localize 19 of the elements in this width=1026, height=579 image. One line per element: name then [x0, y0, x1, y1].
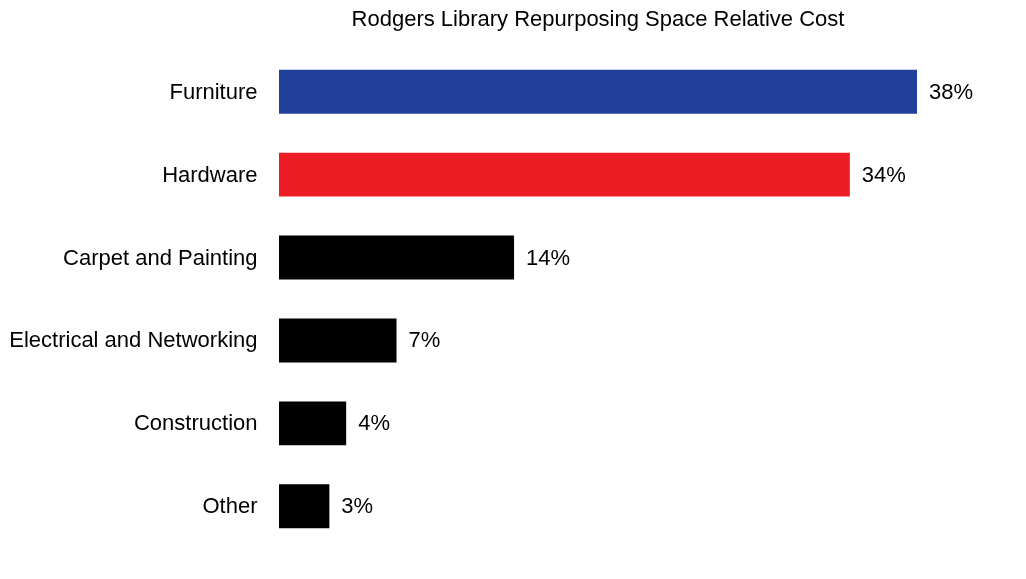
y-tick-label: Hardware — [162, 161, 258, 187]
bar — [279, 401, 347, 446]
y-tick-label: Electrical and Networking — [9, 327, 258, 353]
data-label: 38% — [929, 78, 974, 104]
data-label: 34% — [861, 161, 906, 187]
data-label: 3% — [341, 493, 374, 519]
data-label: 7% — [408, 327, 441, 353]
chart-title: Rodgers Library Repurposing Space Relative Cost — [351, 6, 845, 31]
bar — [279, 318, 397, 363]
y-tick-label: Other — [202, 493, 258, 519]
y-tick-label: Construction — [133, 410, 258, 436]
bar — [279, 152, 850, 197]
data-label: 4% — [358, 410, 390, 436]
data-label: 14% — [526, 244, 571, 270]
y-tick-label: Furniture — [169, 78, 258, 104]
bar — [279, 69, 917, 114]
y-tick-label: Carpet and Painting — [63, 244, 258, 270]
bar — [279, 484, 330, 529]
bar — [279, 235, 515, 280]
